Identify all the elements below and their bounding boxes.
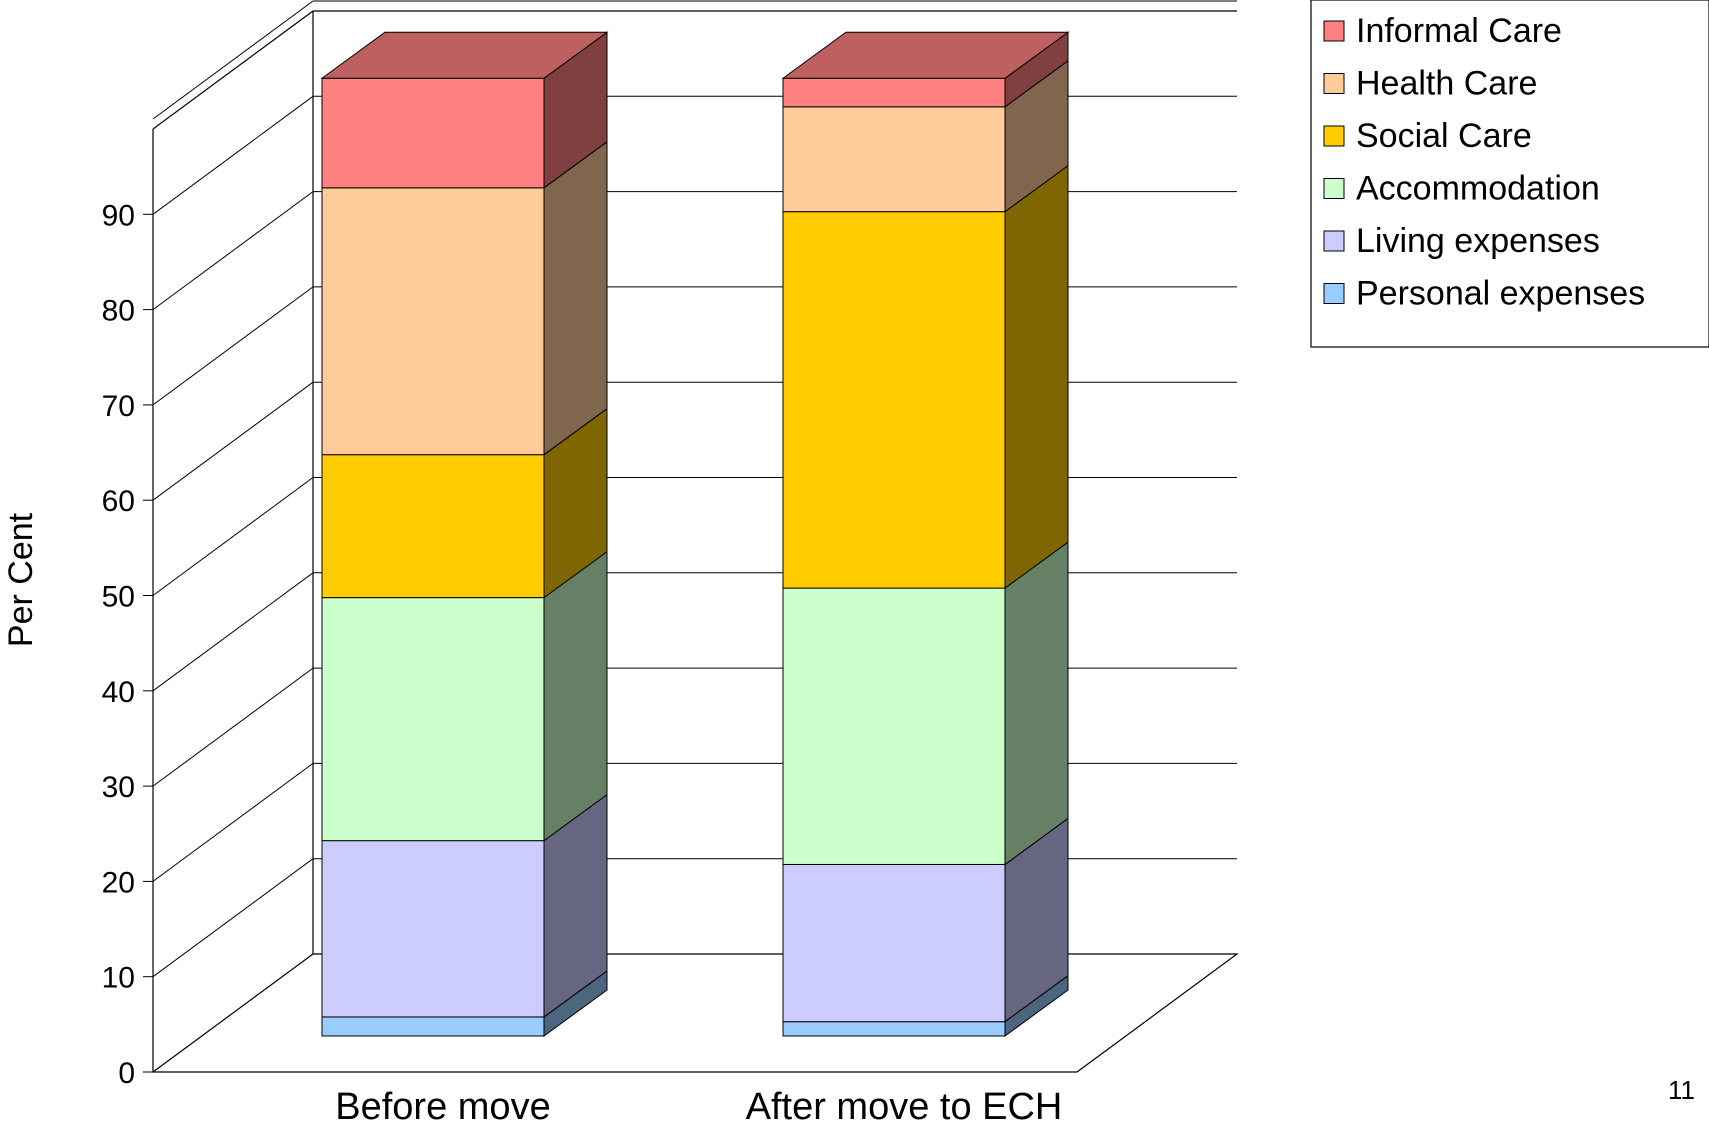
bar-front <box>321 187 545 456</box>
legend-label: Personal expenses <box>1356 275 1645 313</box>
bar-top <box>781 31 1070 79</box>
bar-front <box>782 211 1006 589</box>
bar-segment <box>321 407 608 599</box>
gridline <box>152 858 314 978</box>
y-tick-label: 50 <box>102 581 135 614</box>
bar-side <box>1004 164 1069 590</box>
y-tick-label: 10 <box>102 962 135 995</box>
gridline <box>152 191 314 311</box>
y-axis-ticks: 0 10 20 30 40 50 60 70 80 90 <box>102 199 153 1090</box>
legend-label: Social Care <box>1356 117 1532 155</box>
bar-top <box>320 31 609 79</box>
y-tick-label: 30 <box>102 771 135 804</box>
gridline <box>152 667 314 787</box>
bar-segment <box>321 793 608 1018</box>
gridline <box>152 572 314 692</box>
bars <box>320 31 1070 1037</box>
bar-segment <box>782 59 1069 213</box>
bar-front <box>782 1021 1006 1037</box>
bar-front <box>321 77 545 189</box>
bar-front <box>782 106 1006 213</box>
gridlines <box>152 0 1237 978</box>
gridline <box>152 477 314 596</box>
y-tick-label: 20 <box>102 866 135 899</box>
bar-segment <box>782 164 1069 590</box>
gridline <box>152 381 314 501</box>
gridline <box>152 0 314 120</box>
bar-segment <box>782 974 1069 1037</box>
bar-segment <box>782 541 1069 866</box>
bar-front <box>782 77 1006 108</box>
legend-box <box>1310 0 1709 348</box>
legend-swatch <box>1323 178 1345 199</box>
legend-swatch <box>1323 20 1345 42</box>
y-tick-label: 70 <box>102 390 135 423</box>
bar-side <box>543 550 608 842</box>
legend-swatch <box>1323 125 1345 147</box>
y-axis-label: Per Cent <box>2 512 40 647</box>
y-tick-label: 90 <box>102 199 135 232</box>
bar-segment <box>781 31 1070 108</box>
legend-swatch <box>1323 73 1345 94</box>
gridline <box>152 762 314 882</box>
gridline <box>152 286 314 406</box>
legend-swatch <box>1323 230 1345 252</box>
chart-walls <box>152 10 1239 1073</box>
bar-segment <box>321 140 608 456</box>
legend-label: Accommodation <box>1356 170 1600 208</box>
y-tick-label: 80 <box>102 295 135 328</box>
bar-segment <box>320 31 609 189</box>
legend-label: Health Care <box>1356 65 1537 103</box>
bar-front <box>321 1016 545 1037</box>
bar-front <box>782 863 1006 1023</box>
gridline <box>152 95 314 215</box>
bar-segment <box>782 817 1069 1023</box>
y-tick-label: 60 <box>102 485 135 518</box>
legend-label: Living expenses <box>1356 222 1600 260</box>
legend: Informal Care Health Care Social Care Accom… <box>1310 0 1709 348</box>
bar-front <box>321 597 545 842</box>
bar-front <box>321 840 545 1018</box>
y-tick-label: 0 <box>118 1057 135 1090</box>
x-category-label: After move to ECH <box>746 1086 1063 1127</box>
bar-front <box>782 587 1006 865</box>
legend-label: Informal Care <box>1356 12 1562 50</box>
bar-front <box>321 454 545 599</box>
x-axis-categories: Before move After move to ECH <box>335 1086 1062 1127</box>
legend-swatch <box>1323 283 1345 304</box>
page-number: 11 <box>1668 1075 1695 1105</box>
bar-side <box>1004 541 1069 866</box>
y-tick-label: 40 <box>102 676 135 709</box>
bar-side <box>543 140 608 456</box>
x-category-label: Before move <box>335 1086 550 1127</box>
